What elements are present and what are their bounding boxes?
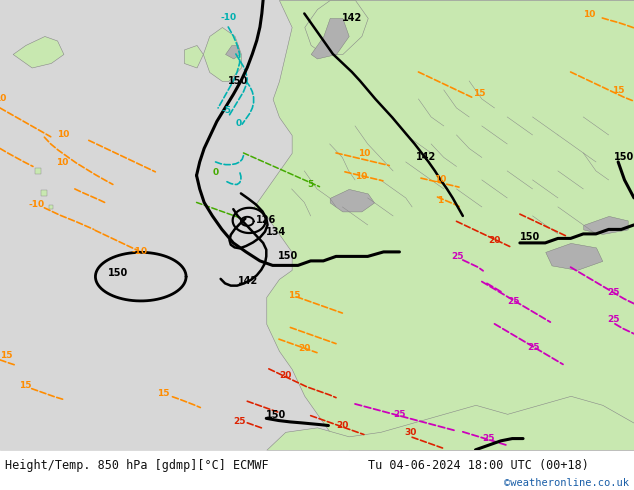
Text: 25: 25 (507, 297, 520, 306)
Text: 20: 20 (336, 420, 349, 430)
Text: 10: 10 (434, 175, 446, 184)
Text: -10: -10 (131, 247, 148, 256)
Text: 20: 20 (298, 344, 311, 353)
Text: 25: 25 (482, 434, 495, 443)
Text: 1: 1 (437, 196, 444, 205)
Text: 0: 0 (212, 168, 219, 177)
Text: -10: -10 (220, 14, 236, 23)
Text: 150: 150 (108, 269, 128, 278)
Text: -10: -10 (29, 200, 45, 209)
Text: -5: -5 (222, 106, 232, 115)
Text: ©weatheronline.co.uk: ©weatheronline.co.uk (504, 478, 629, 488)
Text: 25: 25 (527, 343, 540, 352)
Text: 10: 10 (56, 158, 68, 167)
Text: 15: 15 (19, 381, 32, 390)
Text: 126: 126 (256, 216, 276, 225)
Text: 150: 150 (278, 251, 299, 261)
Text: 150: 150 (266, 410, 287, 420)
Text: 20: 20 (279, 371, 292, 380)
Text: 20: 20 (488, 236, 501, 245)
Text: 134: 134 (266, 227, 286, 237)
Text: 25: 25 (393, 410, 406, 419)
Text: 25: 25 (607, 288, 620, 297)
Text: 5: 5 (307, 180, 314, 189)
Text: 15: 15 (0, 351, 13, 360)
Text: 142: 142 (416, 152, 436, 163)
Text: 25: 25 (607, 315, 620, 324)
Text: 25: 25 (233, 416, 246, 425)
Text: 0: 0 (236, 119, 242, 128)
Text: 10: 10 (0, 95, 6, 103)
Text: 10: 10 (57, 130, 70, 140)
Text: 30: 30 (404, 428, 417, 437)
Text: 10: 10 (358, 149, 371, 158)
Text: 15: 15 (157, 389, 170, 398)
Text: 15: 15 (612, 86, 624, 96)
Text: Height/Temp. 850 hPa [gdmp][°C] ECMWF: Height/Temp. 850 hPa [gdmp][°C] ECMWF (5, 459, 269, 471)
Text: 25: 25 (451, 252, 464, 261)
Text: 142: 142 (342, 13, 362, 23)
Text: 150: 150 (614, 152, 634, 163)
Text: 15: 15 (473, 89, 486, 98)
Text: 10: 10 (583, 10, 596, 19)
Text: 10: 10 (355, 172, 368, 181)
Text: 150: 150 (228, 76, 248, 86)
Text: 142: 142 (238, 276, 259, 286)
Text: Tu 04-06-2024 18:00 UTC (00+18): Tu 04-06-2024 18:00 UTC (00+18) (368, 459, 588, 471)
Text: 150: 150 (520, 232, 540, 242)
Text: 15: 15 (288, 292, 301, 300)
